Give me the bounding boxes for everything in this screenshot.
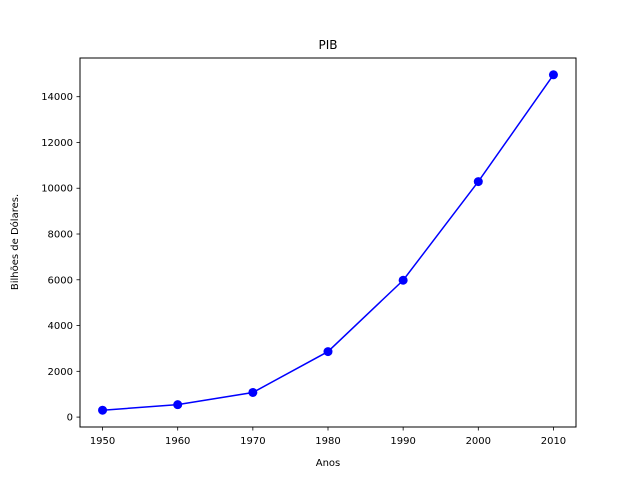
data-point [548,70,558,80]
plot-area [80,58,576,427]
x-tick-label: 2010 [541,436,566,447]
data-point [98,405,108,415]
axis-ticks: 1950 1960 1970 1980 1990 2000 2010 0 2000 4000 600… [41,92,566,447]
y-tick-label: 8000 [48,230,73,241]
plot-frame [79,57,577,428]
y-tick-label: 10000 [41,184,73,195]
y-tick-label: 0 [67,413,73,424]
data-point [323,347,333,357]
y-axis-title: Bilhões de Dólares. [9,194,21,290]
x-tick-label: 1950 [90,436,115,447]
x-tick-label: 1990 [390,436,415,447]
y-tick-label: 12000 [41,138,73,149]
y-tick-label: 6000 [48,275,73,286]
data-point [173,400,183,410]
x-tick-label: 1960 [165,436,190,447]
data-point [473,177,483,187]
data-point [248,387,258,397]
x-tick-label: 1970 [240,436,265,447]
y-tick-label: 2000 [48,367,73,378]
y-tick-label: 4000 [48,321,73,332]
data-point [398,275,408,285]
x-tick-label: 1980 [315,436,340,447]
chart-title: PIB [318,38,337,52]
data-series [98,70,558,415]
y-tick-label: 14000 [41,92,73,103]
x-tick-label: 2000 [466,436,491,447]
x-axis-title: Anos [316,458,341,469]
